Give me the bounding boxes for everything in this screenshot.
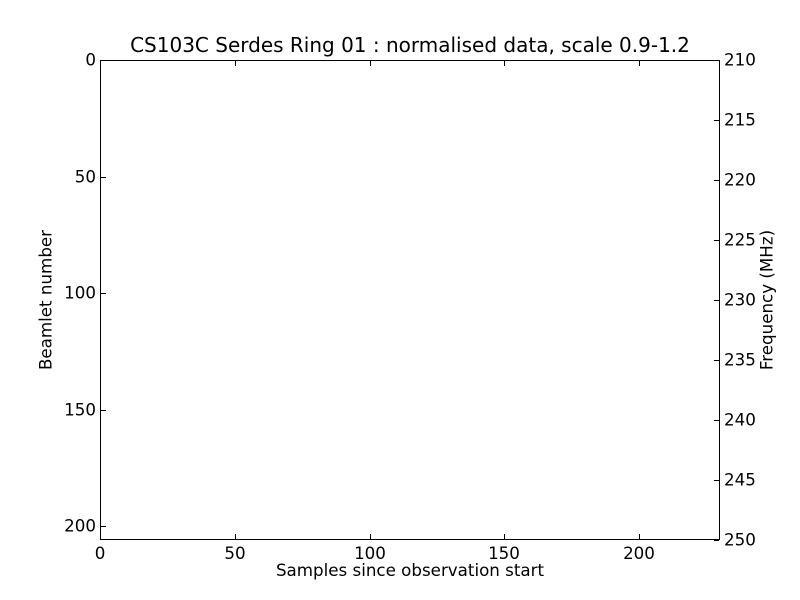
- x-tick-label: 200: [623, 543, 655, 563]
- plot-area: [100, 60, 720, 540]
- y-right-tick-label: 245: [724, 469, 756, 490]
- y-left-tick-label: 100: [64, 282, 96, 303]
- y-right-tick-label: 235: [724, 349, 756, 370]
- x-tick-mark-bottom: [370, 534, 371, 539]
- y-right-tick-label: 220: [724, 169, 756, 190]
- x-tick-label: 100: [354, 543, 386, 563]
- y-left-tick-mark: [101, 526, 106, 527]
- x-tick-mark-top: [370, 61, 371, 66]
- x-tick-label: 0: [94, 543, 106, 563]
- y-right-tick-mark: [714, 480, 719, 481]
- y-right-tick-label: 225: [724, 229, 756, 250]
- y-right-tick-mark: [714, 360, 719, 361]
- y-right-tick-mark: [714, 300, 719, 301]
- y-right-tick-mark: [714, 420, 719, 421]
- y-right-tick-label: 230: [724, 289, 756, 310]
- y-left-tick-label: 50: [74, 166, 96, 187]
- y-right-tick-mark: [714, 540, 719, 541]
- y-right-tick-label: 240: [724, 409, 756, 430]
- y-left-tick-mark: [101, 410, 106, 411]
- y-right-tick-mark: [714, 180, 719, 181]
- y-right-tick-label: 210: [724, 49, 756, 70]
- x-tick-mark-bottom: [504, 534, 505, 539]
- y-left-tick-label: 150: [64, 399, 96, 420]
- x-tick-mark-bottom: [235, 534, 236, 539]
- y-left-tick-label: 200: [64, 515, 96, 536]
- x-tick-mark-bottom: [100, 534, 101, 539]
- y-left-tick-label: 0: [85, 49, 96, 70]
- y-right-tick-label: 215: [724, 109, 756, 130]
- y-axis-label-left: Beamlet number: [35, 229, 56, 371]
- x-tick-mark-top: [504, 61, 505, 66]
- y-right-tick-label: 250: [724, 529, 756, 550]
- x-tick-mark-bottom: [639, 534, 640, 539]
- chart-title: CS103C Serdes Ring 01 : normalised data,…: [130, 33, 690, 57]
- y-right-tick-mark: [714, 240, 719, 241]
- y-left-tick-mark: [101, 293, 106, 294]
- x-axis-label: Samples since observation start: [275, 560, 545, 580]
- x-tick-label: 50: [224, 543, 246, 563]
- y-right-tick-mark: [714, 120, 719, 121]
- y-axis-label-right: Frequency (MHz): [756, 229, 777, 371]
- y-left-tick-mark: [101, 60, 106, 61]
- y-left-tick-mark: [101, 177, 106, 178]
- x-tick-mark-top: [100, 61, 101, 66]
- x-tick-mark-top: [639, 61, 640, 66]
- x-tick-mark-top: [235, 61, 236, 66]
- x-tick-label: 150: [488, 543, 520, 563]
- y-right-tick-mark: [714, 60, 719, 61]
